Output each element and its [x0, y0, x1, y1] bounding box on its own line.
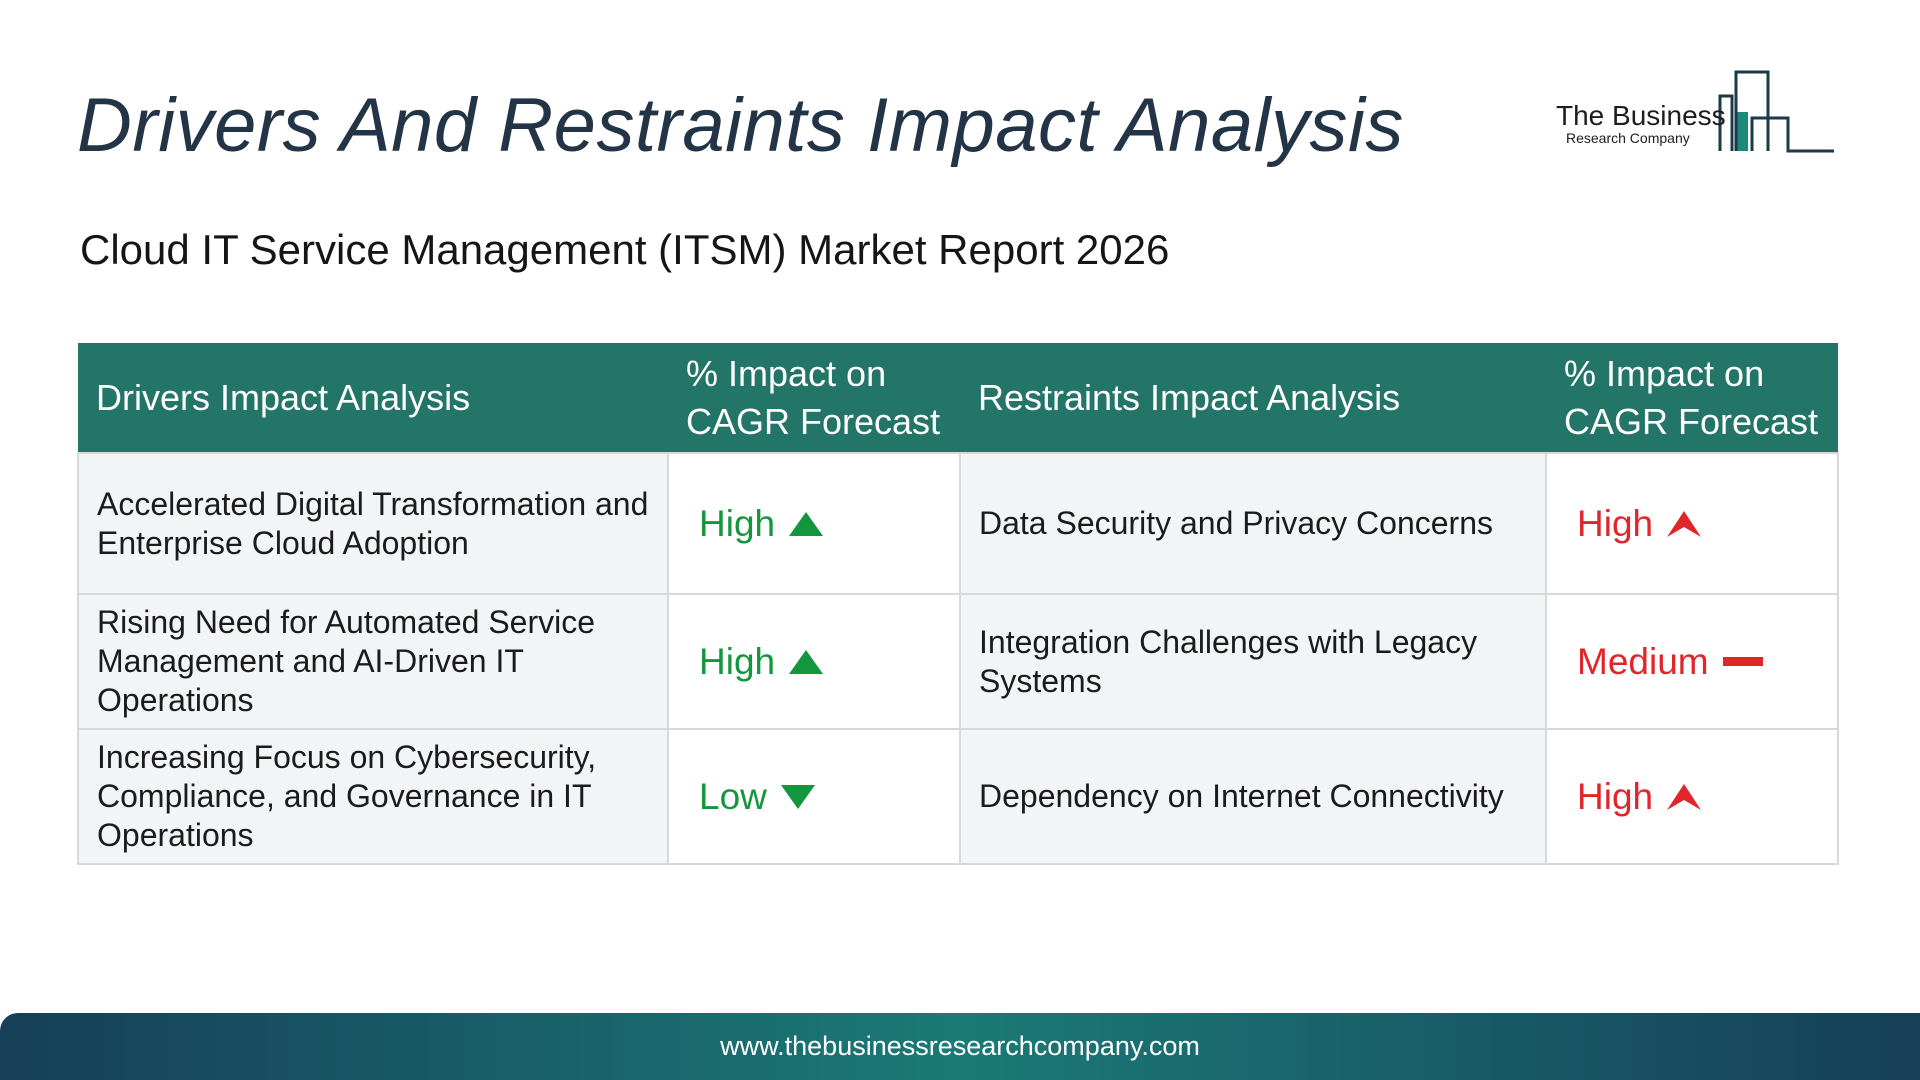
table-row: Increasing Focus on Cybersecurity, Compl… — [77, 728, 1839, 865]
report-subtitle: Cloud IT Service Management (ITSM) Marke… — [80, 226, 1170, 273]
header-restraints: Restraints Impact Analysis — [960, 343, 1546, 453]
restraint-cell: Data Security and Privacy Concerns — [959, 452, 1547, 595]
restraint-impact-label: Medium — [1577, 641, 1709, 682]
arrow-down-icon — [780, 784, 815, 809]
driver-cell: Increasing Focus on Cybersecurity, Compl… — [77, 728, 669, 865]
driver-impact-cell: Low — [667, 728, 961, 865]
arrow-up-icon — [789, 649, 824, 674]
page-title: Drivers And Restraints Impact Analysis — [77, 83, 1404, 168]
restraint-impact-cell: Medium — [1545, 593, 1839, 730]
logo-name: The Business — [1556, 100, 1726, 131]
header-drivers-impact: % Impact on CAGR Forecast — [668, 343, 960, 453]
impact-table: Drivers Impact Analysis % Impact on CAGR… — [77, 343, 1839, 865]
dash-icon — [1722, 657, 1763, 666]
restraint-impact-cell: High — [1545, 728, 1839, 865]
restraint-cell: Dependency on Internet Connectivity — [959, 728, 1547, 865]
logo-buildings-icon — [1718, 70, 1834, 153]
arrow-up-icon — [789, 511, 824, 536]
restraint-impact-label: High — [1577, 503, 1654, 544]
driver-impact-cell: High — [667, 593, 961, 730]
table-row: Rising Need for Automated Service Manage… — [77, 593, 1839, 730]
arrow-up-icon — [1667, 510, 1702, 537]
driver-impact-label: High — [699, 641, 776, 682]
arrow-up-icon — [1667, 783, 1702, 810]
footer-url[interactable]: www.thebusinessresearchcompany.com — [720, 1031, 1200, 1061]
driver-impact-label: High — [699, 503, 776, 544]
logo-subtext: Research Company — [1566, 130, 1690, 146]
table-row: Accelerated Digital Transformation and E… — [77, 452, 1839, 595]
driver-cell: Accelerated Digital Transformation and E… — [77, 452, 669, 595]
restraint-cell: Integration Challenges with Legacy Syste… — [959, 593, 1547, 730]
driver-impact-cell: High — [667, 452, 961, 595]
company-logo: The Business Research Company — [1552, 66, 1842, 156]
driver-cell: Rising Need for Automated Service Manage… — [77, 593, 669, 730]
footer-bar: www.thebusinessresearchcompany.com — [0, 1013, 1920, 1080]
restraint-impact-cell: High — [1545, 452, 1839, 595]
header-restraints-impact: % Impact on CAGR Forecast — [1546, 343, 1838, 453]
table-header-row: Drivers Impact Analysis % Impact on CAGR… — [78, 343, 1838, 453]
header-drivers: Drivers Impact Analysis — [78, 343, 668, 453]
restraint-impact-label: High — [1577, 776, 1654, 817]
driver-impact-label: Low — [699, 776, 767, 817]
